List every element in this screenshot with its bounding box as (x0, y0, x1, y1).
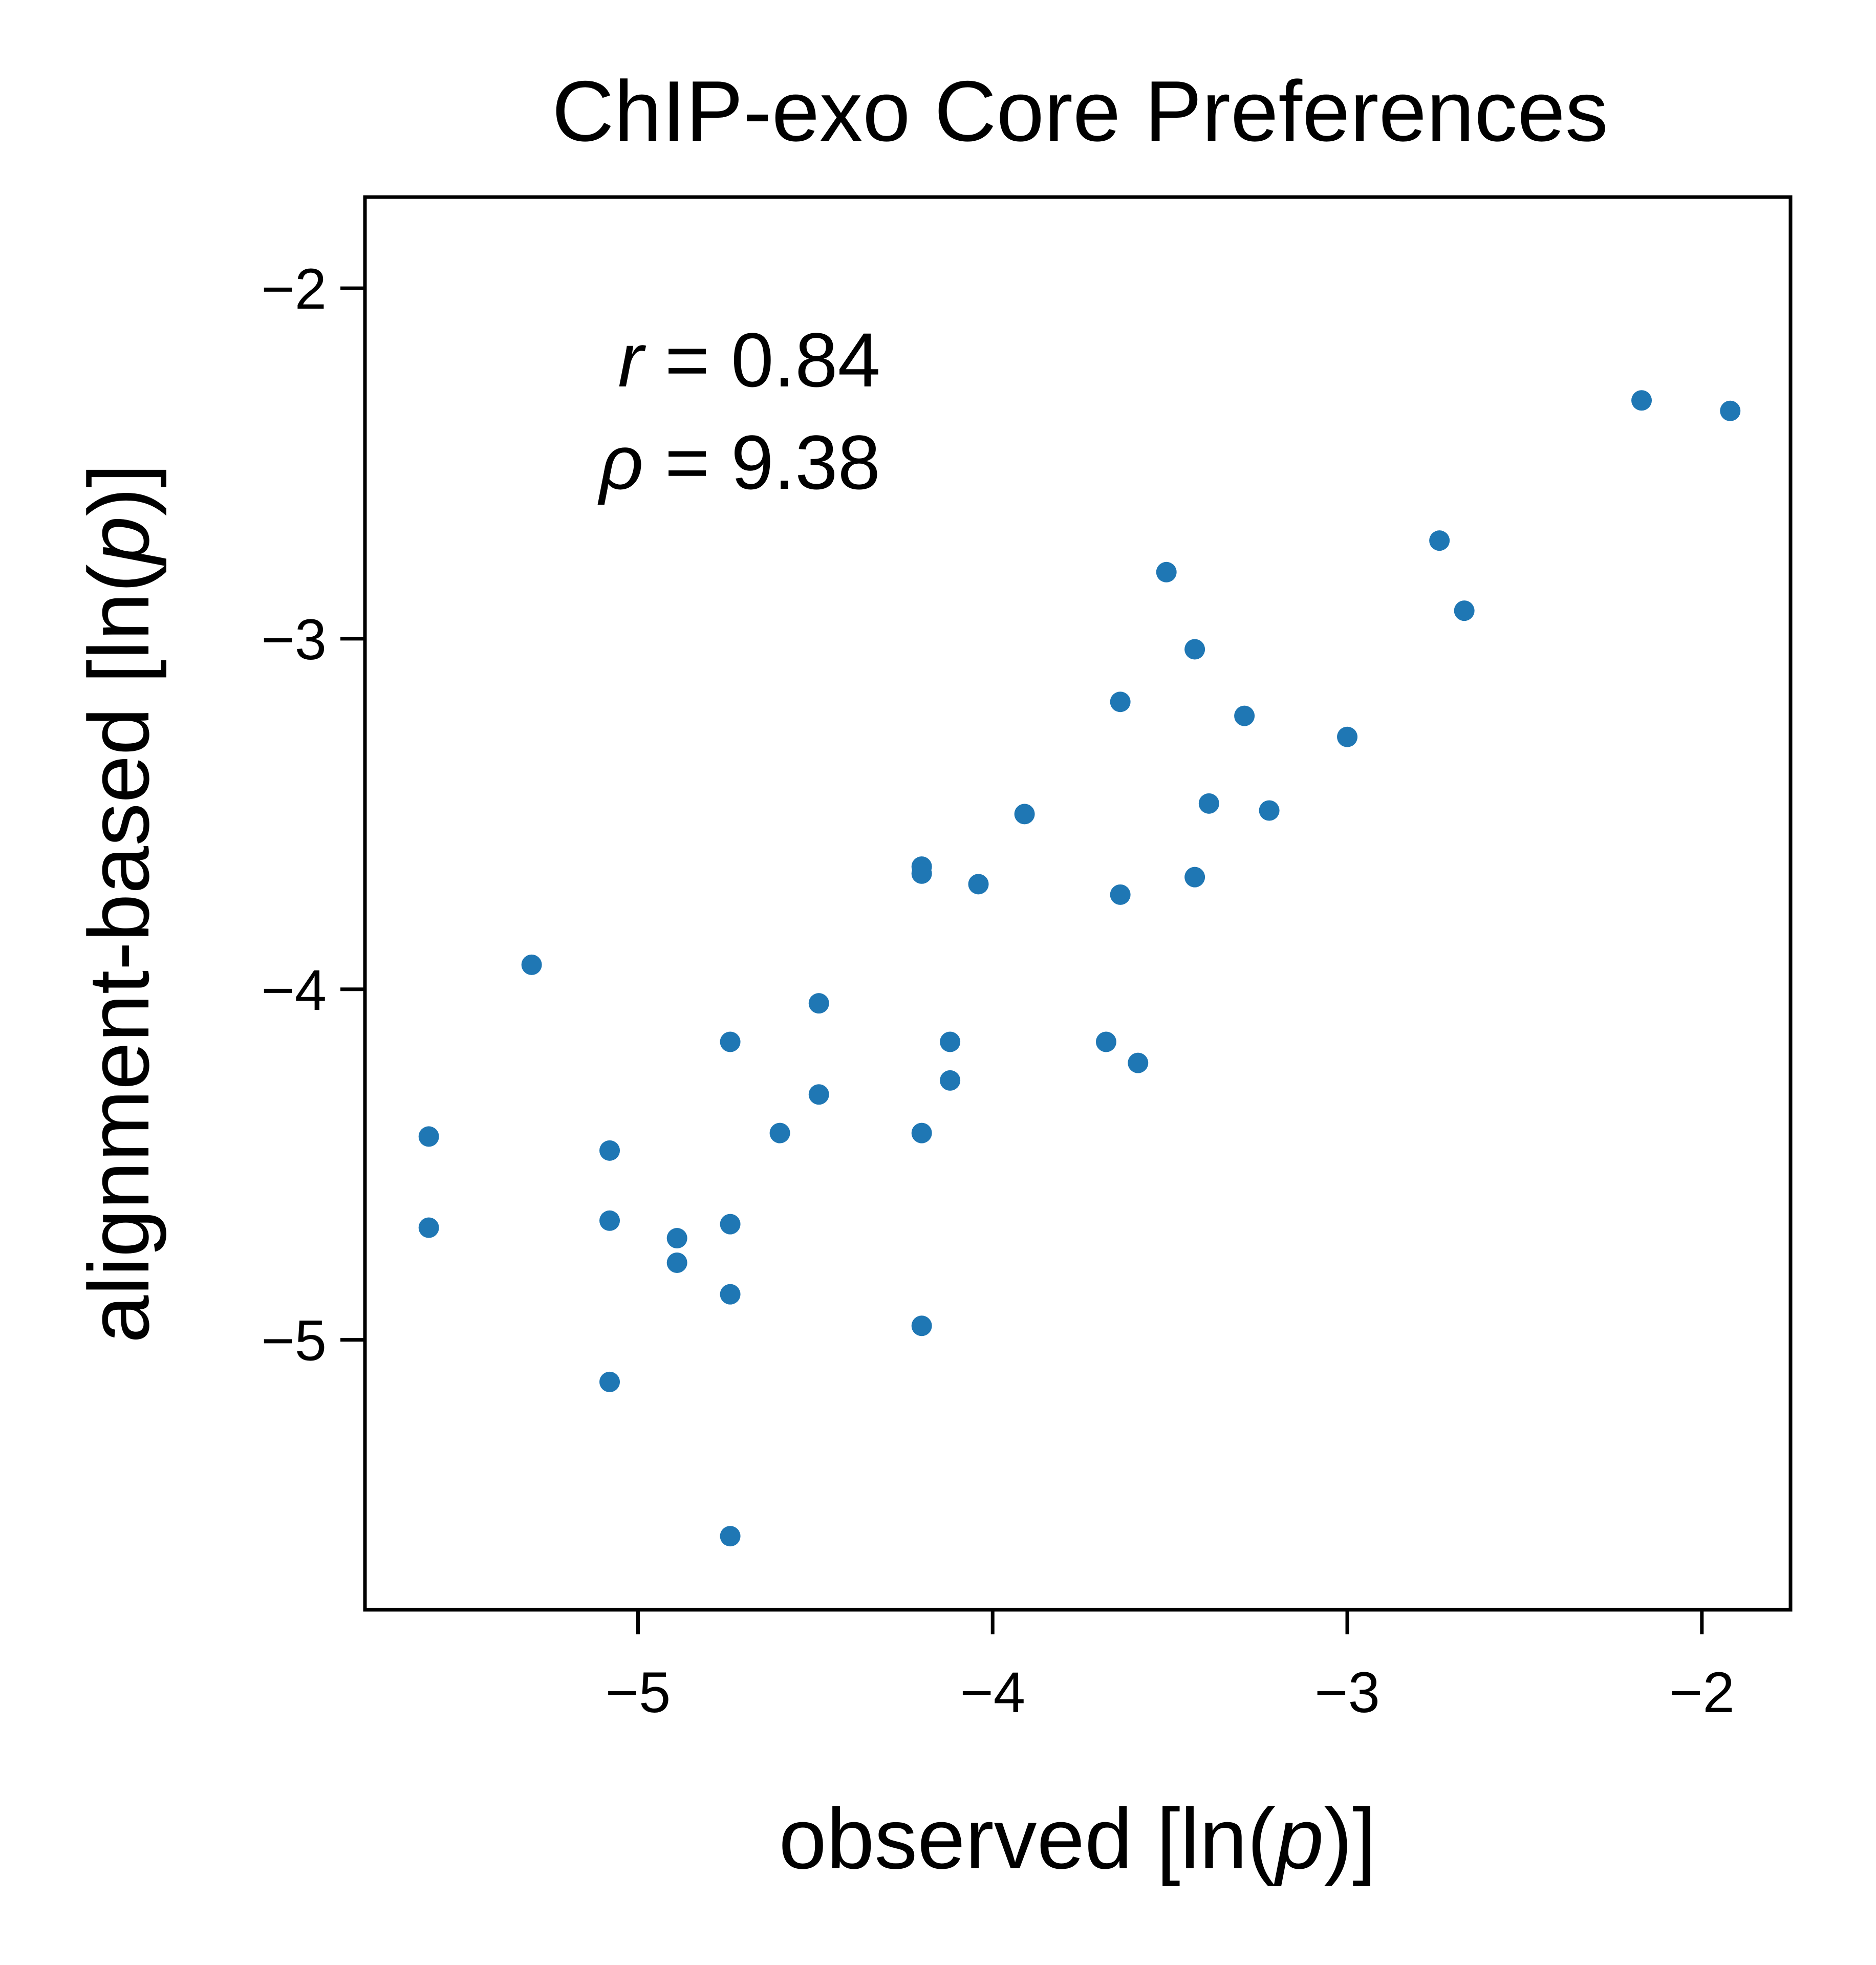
data-point (1198, 793, 1219, 814)
data-point (599, 1371, 620, 1392)
data-point (808, 993, 829, 1014)
data-points (418, 390, 1741, 1547)
data-point (1156, 562, 1177, 582)
data-point (940, 1031, 961, 1052)
data-point (1110, 692, 1131, 712)
data-point (1234, 705, 1255, 726)
data-point (666, 1252, 687, 1273)
data-point (720, 1526, 741, 1547)
data-point (599, 1210, 620, 1231)
data-point (911, 1122, 932, 1143)
plot-frame (363, 195, 1793, 1612)
data-point (968, 874, 989, 895)
data-point (720, 1031, 741, 1052)
data-point (1429, 530, 1450, 551)
data-point (1720, 400, 1741, 421)
data-point (769, 1122, 790, 1143)
chart-title: ChIP-exo Core Preferences (552, 63, 1608, 159)
data-point (1128, 1052, 1149, 1073)
rho-symbol: ρ (597, 419, 643, 505)
y-tick-label: −3 (261, 608, 327, 672)
data-point (911, 1315, 932, 1336)
data-point (521, 954, 542, 975)
data-point (1095, 1031, 1116, 1052)
data-point (599, 1140, 620, 1161)
rho-value: = 9.38 (643, 419, 880, 505)
y-tick-label: −2 (261, 257, 327, 321)
data-point (1337, 726, 1358, 747)
data-point (720, 1214, 741, 1235)
correlation-r-annotation: r = 0.84 (618, 317, 880, 403)
data-point (666, 1228, 687, 1249)
data-point (808, 1084, 829, 1105)
y-axis-label: alignment-based [ln(p)] (71, 464, 167, 1343)
r-value: = 0.84 (643, 317, 880, 403)
x-axis-ticks: −5 −4 −3 −2 (606, 1610, 1735, 1724)
r-symbol: r (618, 317, 646, 403)
data-point (1110, 884, 1131, 905)
x-axis-label: observed [ln(p)] (779, 1790, 1376, 1887)
data-point (1184, 639, 1205, 660)
correlation-rho-annotation: ρ = 9.38 (597, 419, 880, 505)
x-tick-label: −5 (606, 1660, 671, 1724)
data-point (1014, 804, 1035, 825)
x-tick-label: −2 (1669, 1660, 1735, 1724)
y-tick-label: −4 (261, 958, 327, 1022)
y-tick-label: −5 (261, 1309, 327, 1373)
data-point (418, 1126, 439, 1147)
data-point (1259, 800, 1280, 821)
x-tick-label: −3 (1314, 1660, 1380, 1724)
data-point (1454, 600, 1475, 621)
data-point (1184, 867, 1205, 888)
data-point (418, 1217, 439, 1238)
y-axis-ticks: −5 −4 −3 −2 (261, 257, 365, 1373)
data-point (911, 863, 932, 884)
data-point (940, 1070, 961, 1091)
data-point (720, 1284, 741, 1305)
x-tick-label: −4 (960, 1660, 1025, 1724)
data-point (1631, 390, 1652, 411)
